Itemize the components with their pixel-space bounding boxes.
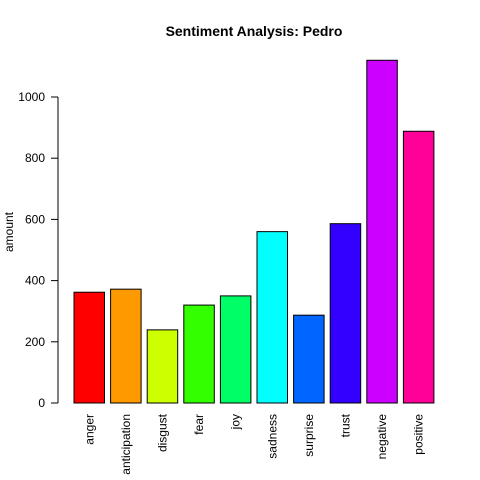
- y-tick-label: 400: [25, 274, 45, 288]
- bar-negative: [366, 59, 398, 404]
- bar-trust: [329, 223, 362, 404]
- y-tick-label: 200: [25, 335, 45, 349]
- y-axis: 0 200 400 600 800 1000: [18, 90, 59, 410]
- bar-joy: [219, 295, 252, 404]
- category-label: negative: [375, 414, 389, 460]
- category-label: joy: [229, 414, 243, 430]
- bar-fear: [183, 304, 215, 404]
- y-tick-label: 800: [25, 151, 45, 165]
- bar-positive: [402, 130, 435, 404]
- category-label: sadness: [265, 414, 279, 459]
- category-label: disgust: [155, 413, 169, 452]
- category-label: anticipation: [119, 414, 133, 475]
- y-tick-label: 1000: [18, 90, 45, 104]
- y-tick-label: 600: [25, 212, 45, 226]
- chart-title: Sentiment Analysis: Pedro: [166, 23, 343, 39]
- category-labels: anger anticipation disgust fear joy sadness su…: [82, 413, 425, 474]
- bar-sadness: [256, 231, 288, 404]
- bar-anger: [73, 291, 105, 404]
- y-tick-label: 0: [38, 396, 45, 410]
- category-label: positive: [412, 414, 426, 455]
- category-label: surprise: [302, 414, 316, 457]
- bar-anticipation: [110, 288, 142, 404]
- bar-surprise: [293, 314, 325, 404]
- category-label: anger: [82, 414, 96, 445]
- bars: [73, 59, 435, 404]
- y-axis-label: amount: [2, 211, 16, 252]
- category-label: trust: [338, 413, 352, 437]
- bar-disgust: [146, 329, 179, 404]
- category-label: fear: [192, 414, 206, 435]
